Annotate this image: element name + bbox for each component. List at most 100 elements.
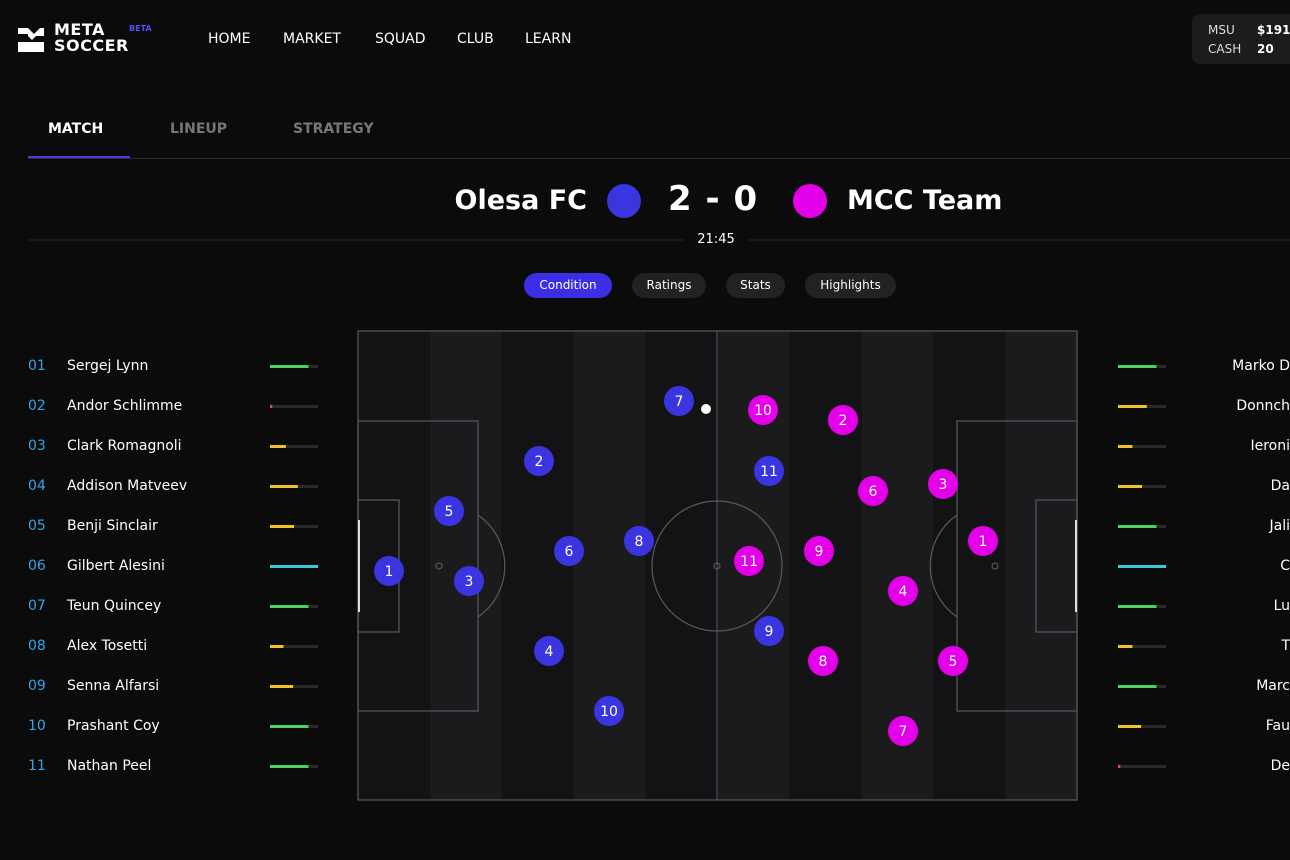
player-marker: 11 — [734, 546, 764, 576]
condition-track — [270, 445, 318, 448]
tab[interactable]: STRATEGY — [293, 121, 374, 137]
tab[interactable]: MATCH — [48, 121, 104, 137]
pitch-stripe — [429, 331, 502, 800]
pitch-stripe — [933, 331, 1006, 800]
marker-number: 3 — [939, 477, 948, 493]
marker-number: 3 — [465, 574, 474, 590]
view-button-label: Stats — [740, 278, 771, 292]
marker-dot — [968, 526, 998, 556]
condition-bar — [270, 645, 284, 648]
view-button[interactable] — [726, 273, 785, 298]
marker-dot — [888, 576, 918, 606]
condition-bar — [1118, 605, 1157, 608]
condition-track — [270, 405, 318, 408]
logo-text: SOCCER — [54, 36, 129, 55]
player-name: Alex Tosetti — [67, 638, 148, 654]
marker-dot — [594, 696, 624, 726]
condition-bar — [1118, 725, 1142, 728]
pitch-stripe — [501, 331, 574, 800]
player-marker: 8 — [808, 646, 838, 676]
condition-bar — [270, 725, 309, 728]
view-button[interactable] — [805, 273, 896, 298]
marker-number: 4 — [545, 644, 554, 660]
player-name: Marko D — [1232, 358, 1290, 374]
marker-number: 5 — [949, 654, 958, 670]
player-name: Lu — [1273, 598, 1290, 614]
penalty-arc — [477, 514, 506, 618]
player-marker: 1 — [374, 556, 404, 586]
condition-bar — [1118, 525, 1157, 528]
marker-number: 11 — [760, 464, 778, 480]
marker-dot — [754, 616, 784, 646]
condition-track — [1118, 445, 1166, 448]
match-time: 21:45 — [697, 232, 735, 247]
center-spot — [713, 562, 721, 570]
wallet-label: MSU — [1208, 23, 1235, 37]
condition-bar — [270, 485, 298, 488]
home-badge — [607, 184, 641, 218]
nav-link[interactable]: SQUAD — [375, 31, 426, 47]
player-name: Prashant Coy — [67, 718, 160, 734]
player-name: Addison Matveev — [67, 478, 188, 494]
player-name: Nathan Peel — [67, 758, 152, 774]
marker-number: 7 — [675, 394, 684, 410]
center-circle — [651, 500, 783, 632]
marker-dot — [554, 536, 584, 566]
pitch-stripe — [789, 331, 862, 800]
view-button[interactable] — [524, 273, 612, 298]
marker-number: 7 — [899, 724, 908, 740]
view-button-label: Condition — [539, 278, 597, 292]
player-name: Marc — [1256, 678, 1290, 694]
wallet-value: 20 — [1257, 42, 1274, 56]
condition-bar — [270, 445, 286, 448]
marker-dot — [828, 405, 858, 435]
logo-mark — [18, 28, 44, 52]
ball — [701, 404, 711, 414]
player-name: Teun Quincey — [67, 598, 162, 614]
player-number: 09 — [28, 678, 46, 694]
penalty-spot — [991, 562, 999, 570]
player-marker: 3 — [928, 469, 958, 499]
player-name: Gilbert Alesini — [67, 558, 165, 574]
penalty-spot — [435, 562, 443, 570]
marker-dot — [754, 456, 784, 486]
player-name: Clark Romagnoli — [67, 438, 182, 454]
wallet-label: CASH — [1208, 42, 1242, 56]
player-number: 05 — [28, 518, 46, 534]
nav-link[interactable]: LEARN — [525, 31, 572, 47]
player-marker: 6 — [858, 476, 888, 506]
condition-bar — [270, 685, 294, 688]
player-name: Donnch — [1236, 398, 1290, 414]
marker-dot — [808, 646, 838, 676]
player-name: De — [1270, 758, 1290, 774]
condition-bar — [1118, 685, 1157, 688]
player-number: 11 — [28, 758, 46, 774]
player-number: 02 — [28, 398, 46, 414]
player-number: 01 — [28, 358, 46, 374]
view-button[interactable] — [632, 273, 706, 298]
condition-bar — [270, 765, 309, 768]
player-name: Andor Schlimme — [67, 398, 183, 414]
score: 2 - 0 — [668, 179, 759, 219]
penalty-arc — [929, 514, 958, 618]
marker-number: 5 — [445, 504, 454, 520]
player-marker: 8 — [624, 526, 654, 556]
nav-link[interactable]: MARKET — [283, 31, 341, 47]
marker-dot — [928, 469, 958, 499]
marker-number: 9 — [765, 624, 774, 640]
tab[interactable]: LINEUP — [170, 121, 228, 137]
nav-link[interactable]: CLUB — [457, 31, 494, 47]
marker-number: 1 — [385, 564, 394, 580]
player-marker: 5 — [434, 496, 464, 526]
marker-dot — [734, 546, 764, 576]
player-name: Senna Alfarsi — [67, 678, 160, 694]
condition-bar — [270, 565, 318, 568]
pitch-stripe — [573, 331, 646, 800]
condition-track — [270, 645, 318, 648]
nav-link[interactable]: HOME — [208, 31, 251, 47]
condition-bar — [1118, 445, 1133, 448]
condition-track — [1118, 645, 1166, 648]
marker-number: 6 — [565, 544, 574, 560]
